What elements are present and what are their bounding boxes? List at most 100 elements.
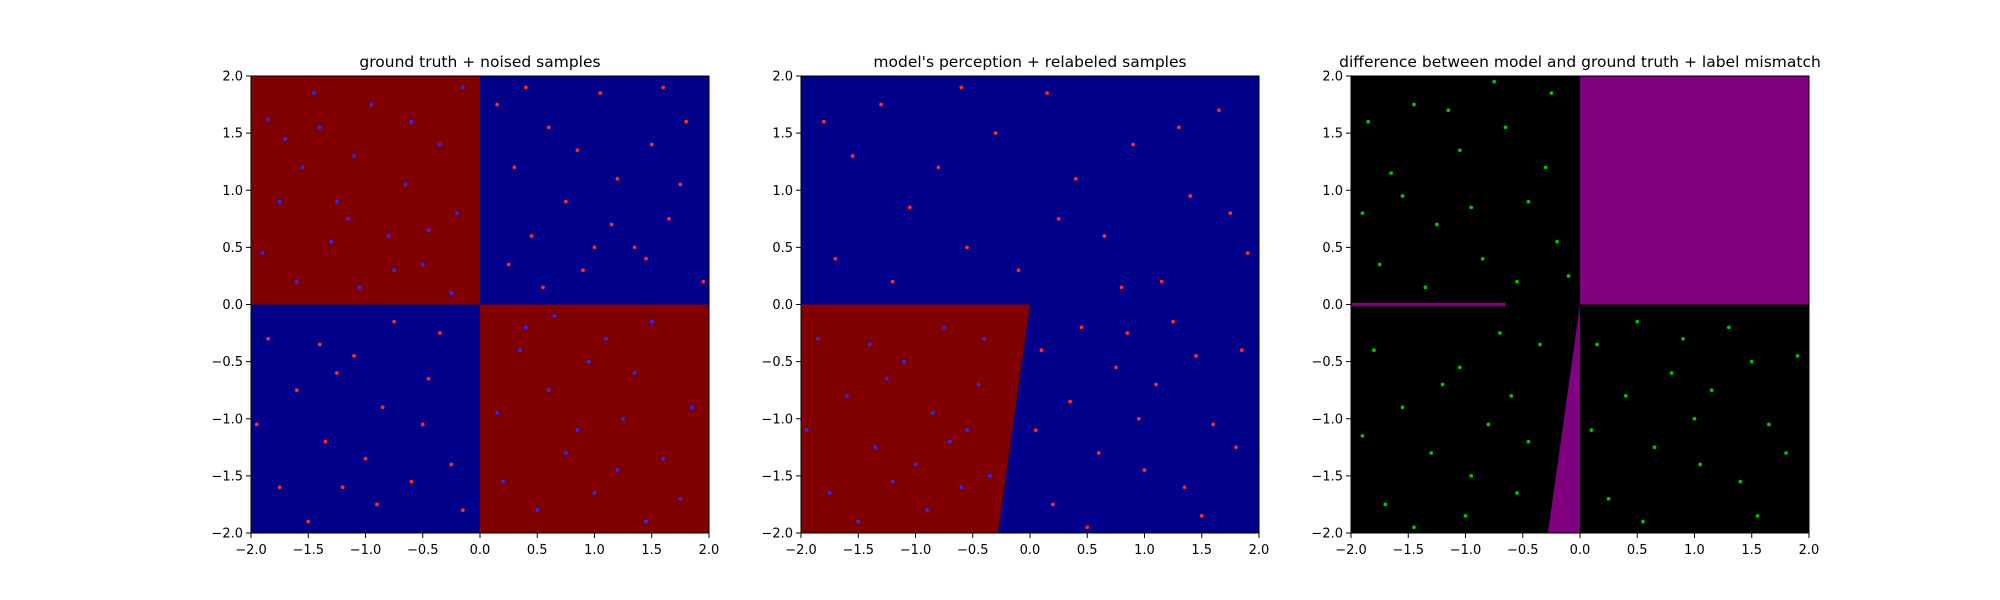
panel-2-point-red-32 [1085, 525, 1090, 530]
panel-2-point-blue-11 [942, 325, 947, 330]
panel-2-xtick-label-4: 0.0 [1020, 543, 1041, 558]
panel-3-point-mismatch-16 [1492, 79, 1497, 84]
panel-2-point-red-39 [1079, 325, 1084, 330]
panel-3-point-mismatch-3 [1434, 222, 1439, 227]
panel-3-point-mismatch-23 [1457, 365, 1462, 370]
panel-1-point-red-18 [678, 182, 683, 187]
panel-3-point-mismatch-45 [1641, 519, 1645, 524]
panel-3-point-mismatch-9 [1566, 274, 1571, 278]
panel-2-point-red-31 [1051, 502, 1055, 507]
panel-3-ytick-label-5: 0.5 [1322, 241, 1343, 256]
panel-1-point-blue-23 [312, 91, 316, 96]
panel-1-point-blue-6 [369, 102, 374, 107]
panel-3-point-mismatch-40 [1709, 388, 1714, 393]
panel-2-point-blue-15 [867, 342, 872, 347]
panel-2-ytick-label-7: 1.5 [772, 127, 793, 142]
panel-1-point-blue-13 [294, 279, 299, 284]
panel-2-xtick-label-3: −0.5 [957, 543, 989, 558]
panel-3-point-mismatch-19 [1555, 239, 1559, 244]
panel-1-ytick-label-5: 0.5 [222, 241, 243, 256]
panel-3-point-mismatch-24 [1486, 422, 1491, 427]
panel-3-point-mismatch-42 [1767, 422, 1771, 427]
panel-1-point-blue-20 [346, 216, 351, 221]
panel-3-point-mismatch-11 [1423, 285, 1428, 290]
panel-1-point-red-15 [575, 148, 580, 153]
panel-1-point-red-11 [684, 119, 688, 124]
panel-1-point-blue-12 [260, 251, 265, 255]
panel-3-ytick-label-1: −1.5 [1311, 469, 1343, 484]
panel-1-ytick-label-8: 2.0 [222, 70, 243, 85]
panel-1-point-blue-33 [563, 451, 568, 455]
panel-1-point-red-4 [563, 199, 568, 204]
panel-1-point-blue-29 [661, 456, 666, 461]
panel-3-point-mismatch-2 [1412, 102, 1416, 107]
panel-1-point-blue-34 [592, 491, 597, 495]
panel-2-point-blue-8 [856, 519, 861, 524]
panel-1-point-red-23 [294, 388, 299, 393]
panel-3-region-1 [1580, 76, 1809, 305]
panel-1-point-blue-41 [495, 411, 500, 415]
panel-3-xtick-label-6: 1.0 [1684, 543, 1705, 558]
panel-2-point-blue-3 [902, 359, 906, 364]
panel-2-point-red-5 [965, 245, 969, 250]
panel-3-xtick-label-0: −2.0 [1335, 543, 1367, 558]
panel-1-xtick-label-6: 1.0 [584, 543, 605, 558]
panel-2-point-red-18 [959, 85, 964, 90]
panel-2-point-red-30 [1239, 348, 1244, 353]
panel-2-point-blue-13 [988, 473, 992, 478]
panel-1-point-blue-16 [392, 268, 397, 273]
panel-1-point-blue-2 [300, 165, 305, 170]
panel-2-point-blue-2 [873, 445, 878, 450]
panel-1-point-red-20 [592, 245, 597, 250]
panel-1-region-1 [480, 76, 709, 305]
panel-3-point-mismatch-20 [1372, 348, 1376, 353]
panel-1-xtick-label-2: −1.0 [350, 543, 382, 558]
panel-3-ytick-label-6: 1.0 [1322, 184, 1343, 199]
panel-1-point-red-10 [667, 216, 671, 221]
panel-1-point-blue-3 [317, 125, 322, 130]
panel-3-point-mismatch-1 [1389, 171, 1393, 176]
panel-3-point-mismatch-54 [1749, 359, 1754, 364]
panel-1-point-red-8 [632, 245, 637, 250]
panel-1-point-blue-7 [386, 234, 391, 238]
panel-2-point-blue-5 [959, 485, 964, 490]
panel-1-region-3 [480, 304, 709, 533]
panel-2-point-blue-12 [965, 428, 969, 433]
panel-2-point-red-41 [1194, 354, 1198, 358]
panel-2-point-blue-6 [982, 336, 987, 341]
panel-1-point-red-38 [317, 342, 322, 347]
panel-3-ytick-label-4: 0.0 [1322, 298, 1343, 313]
panel-1-point-blue-36 [649, 319, 654, 324]
panel-1-point-red-33 [363, 456, 368, 461]
panel-1-plot-area [251, 76, 709, 533]
panel-2-point-red-0 [822, 119, 826, 124]
panel-3-point-mismatch-39 [1681, 336, 1685, 341]
panel-2-xtick-label-6: 1.0 [1134, 543, 1155, 558]
panel-1-point-blue-8 [403, 182, 408, 187]
panel-1-ytick-label-0: −2.0 [211, 527, 243, 542]
panel-3-ytick-label-7: 1.5 [1322, 127, 1343, 142]
panel-3-plot-area [1351, 76, 1809, 533]
panel-1-point-red-27 [409, 479, 414, 484]
panel-2-point-blue-9 [884, 376, 889, 381]
panel-1-point-blue-4 [334, 199, 339, 204]
panel-1-point-blue-37 [678, 496, 683, 501]
panel-2-xtick-label-0: −2.0 [785, 543, 817, 558]
panel-2-point-red-14 [1217, 108, 1221, 113]
panel-3-point-mismatch-50 [1784, 451, 1788, 455]
panel-3-xtick-label-4: 0.0 [1570, 543, 1591, 558]
panel-3-point-mismatch-44 [1606, 496, 1611, 501]
panel-2-series-red [822, 85, 1250, 530]
panel-1-point-blue-11 [455, 211, 459, 216]
panel-3-ytick-label-2: −1.0 [1311, 412, 1343, 427]
panel-2-point-red-26 [1125, 331, 1130, 335]
panel-1-xtick-label-4: 0.0 [470, 543, 491, 558]
panel-2-point-red-34 [1142, 468, 1147, 473]
panel-2-ytick-label-8: 2.0 [772, 70, 793, 85]
panel-3-point-mismatch-52 [1635, 319, 1640, 324]
panel-2-point-red-4 [936, 165, 941, 170]
panel-2-point-blue-7 [827, 491, 832, 495]
panel-3-point-mismatch-43 [1795, 354, 1800, 358]
panel-3-point-mismatch-26 [1538, 342, 1542, 347]
panel-2-point-red-6 [993, 131, 998, 136]
